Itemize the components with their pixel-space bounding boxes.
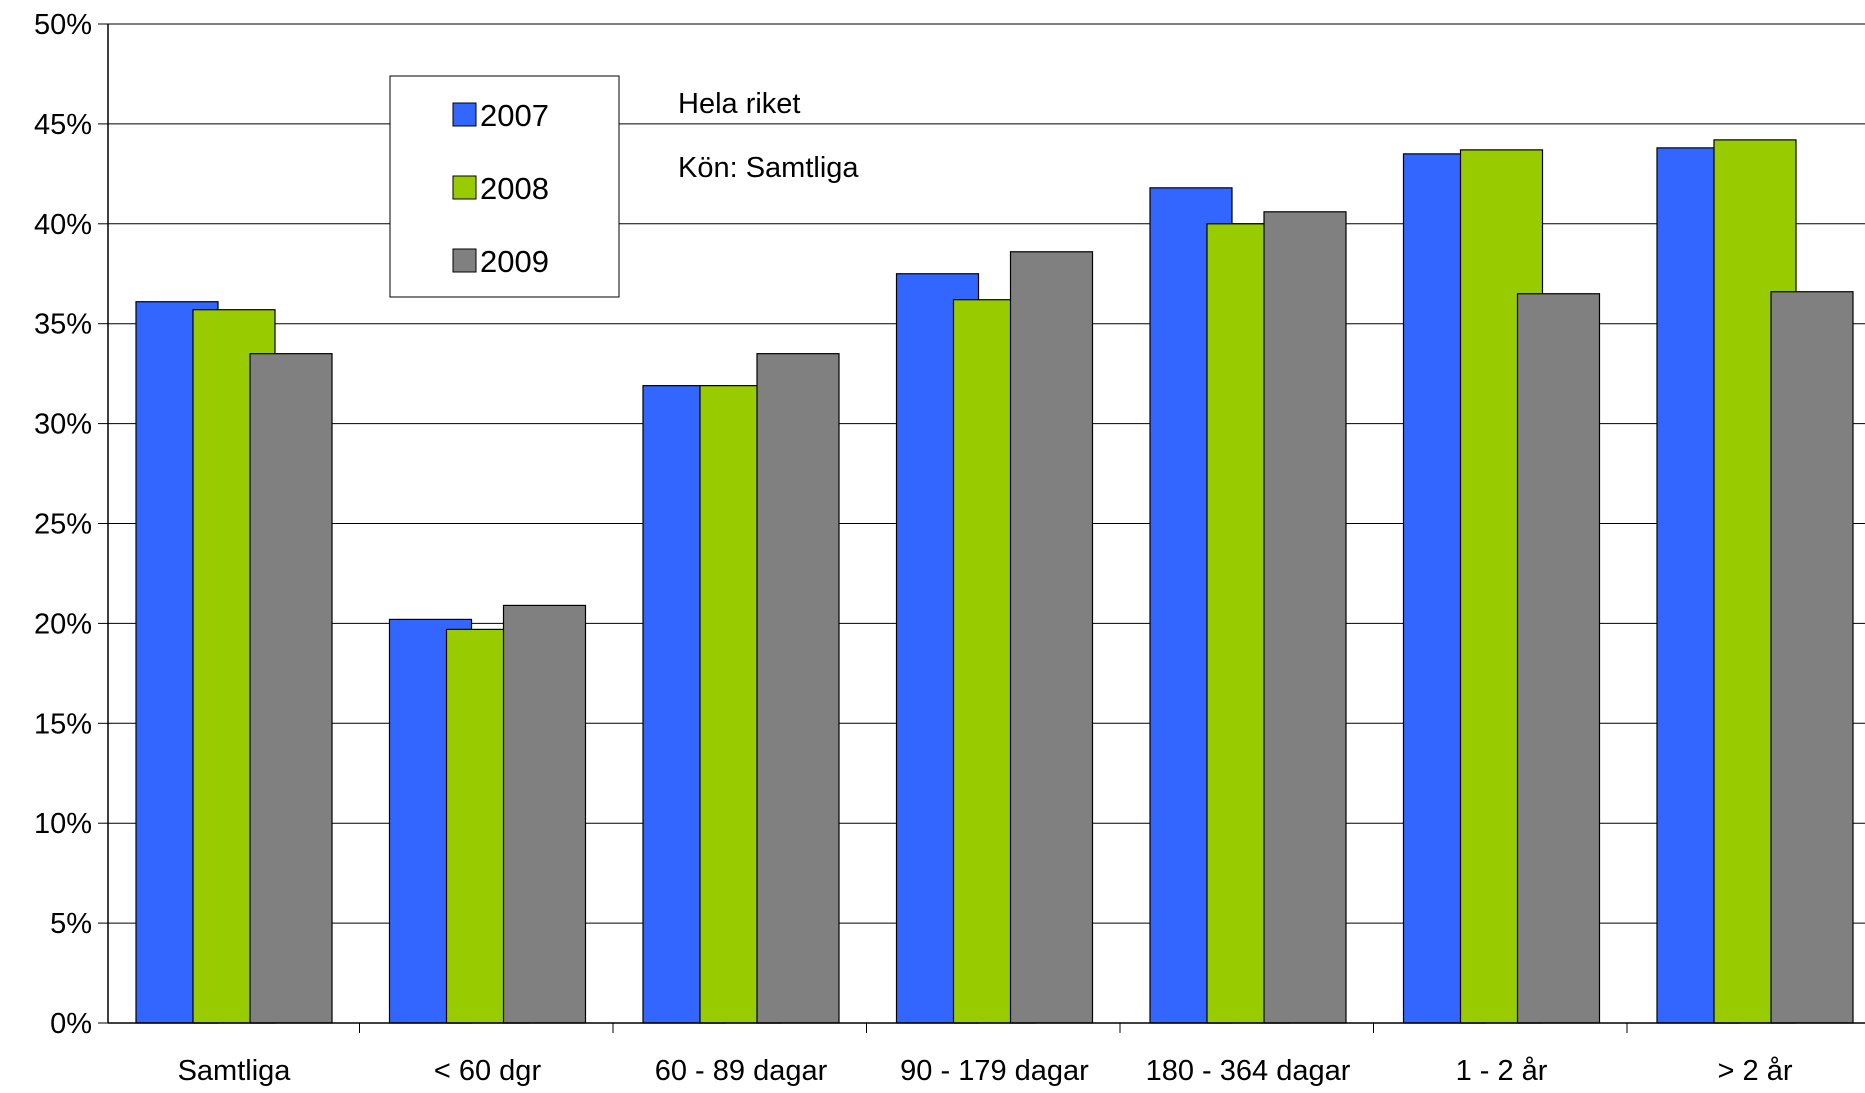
x-tick-label: 1 - 2 år	[1456, 1055, 1548, 1087]
legend-swatch-2009	[452, 248, 477, 273]
y-tick-label: 40%	[34, 209, 92, 241]
y-tick-label: 35%	[34, 309, 92, 341]
x-tick-label: 60 - 89 dagar	[655, 1055, 828, 1087]
legend-label-2007: 2007	[480, 98, 549, 133]
y-tick-label: 20%	[34, 608, 92, 640]
x-axis-ticks: Samtliga < 60 dgr 60 - 89 dagar 90 - 179 da…	[178, 1023, 1793, 1087]
x-tick-label: Samtliga	[178, 1055, 292, 1087]
bars	[135, 139, 1854, 1024]
y-tick-label: 45%	[34, 109, 92, 141]
bar-2009-2	[756, 353, 840, 1024]
x-tick-label: 180 - 364 dagar	[1146, 1055, 1351, 1087]
legend: 2007 2008 2009	[389, 75, 620, 298]
legend-label-2008: 2008	[480, 171, 549, 206]
annotations: Hela riket Kön: Samtliga	[678, 88, 859, 184]
bar-2009-1	[502, 604, 587, 1024]
y-tick-label: 25%	[34, 509, 92, 541]
x-tick-label: > 2 år	[1718, 1055, 1793, 1087]
legend-box	[389, 75, 620, 298]
y-tick-label: 5%	[50, 908, 92, 940]
y-tick-label: 50%	[34, 9, 92, 41]
bar-2009-5	[1516, 293, 1601, 1024]
legend-swatch-2008	[452, 175, 477, 200]
y-tick-label: 10%	[34, 808, 92, 840]
annotation-region: Hela riket	[678, 88, 801, 120]
y-tick-label: 15%	[34, 708, 92, 740]
bar-2009-3	[1009, 251, 1094, 1024]
bar-2009-4	[1263, 211, 1347, 1024]
y-tick-label: 0%	[50, 1008, 92, 1040]
legend-label-2009: 2009	[480, 244, 549, 279]
x-tick-label: < 60 dgr	[434, 1055, 542, 1087]
y-axis-ticks: 0% 5% 10% 15% 20% 25% 30% 35% 40% 45% 50%	[34, 9, 108, 1040]
y-tick-label: 30%	[34, 409, 92, 441]
legend-swatch-2007	[452, 102, 477, 127]
x-tick-label: 90 - 179 dagar	[900, 1055, 1089, 1087]
bar-2009-6	[1770, 291, 1854, 1024]
annotation-gender: Kön: Samtliga	[678, 152, 859, 184]
bar-2009-0	[249, 353, 333, 1024]
